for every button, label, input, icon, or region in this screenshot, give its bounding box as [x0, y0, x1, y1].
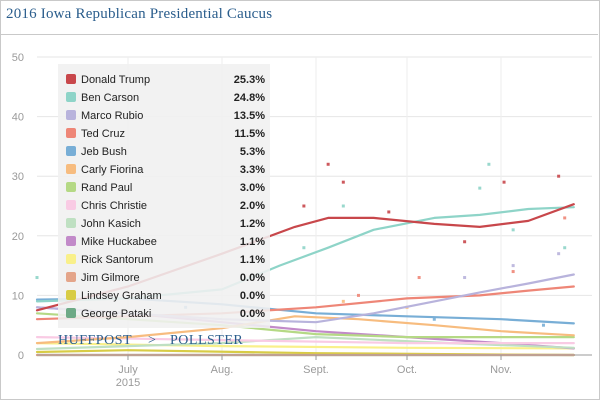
legend-swatch — [66, 146, 76, 156]
legend-series-name: Ben Carson — [81, 92, 139, 104]
poll-dot — [417, 276, 421, 280]
x-tick-label: Aug. — [211, 364, 234, 376]
title-divider — [0, 34, 598, 35]
legend-series-name: Rand Paul — [81, 182, 132, 194]
legend-series-name: Donald Trump — [81, 74, 150, 86]
legend-series-name: Marco Rubio — [81, 110, 143, 122]
chart-title: 2016 Iowa Republican Presidential Caucus — [6, 6, 273, 22]
legend-background — [58, 64, 270, 328]
legend-swatch — [66, 182, 76, 192]
poll-dot — [341, 299, 345, 303]
poll-dot — [35, 276, 39, 280]
legend-swatch — [66, 164, 76, 174]
brand-logo: HUFFPOST > POLLSTER — [58, 333, 243, 348]
legend-latest-value: 0.0% — [240, 272, 265, 284]
legend-swatch — [66, 74, 76, 84]
x-tick-year-label: 2015 — [116, 377, 140, 389]
series-line — [35, 336, 575, 345]
legend-latest-value: 0.0% — [240, 308, 265, 320]
poll-dot — [557, 252, 561, 256]
x-tick-label: Oct. — [397, 364, 417, 376]
poll-dot — [341, 180, 345, 184]
poll-dot — [387, 210, 391, 214]
poll-dot — [302, 246, 306, 250]
y-tick-label: 0 — [18, 350, 24, 362]
legend-latest-value: 0.0% — [240, 290, 265, 302]
y-tick-label: 30 — [12, 171, 24, 183]
poll-dot — [563, 216, 567, 220]
poll-dot — [432, 317, 436, 321]
legend-latest-value: 11.5% — [234, 128, 265, 140]
y-tick-label: 40 — [12, 112, 24, 124]
series-line — [35, 315, 575, 345]
poll-dot — [463, 276, 467, 280]
legend-series-name: Ted Cruz — [81, 128, 125, 140]
x-tick-label: Nov. — [490, 364, 512, 376]
legend-series-name: Jim Gilmore — [81, 272, 140, 284]
legend-swatch — [66, 236, 76, 246]
legend-latest-value: 24.8% — [234, 92, 265, 104]
legend-latest-value: 2.0% — [240, 200, 265, 212]
legend-swatch — [66, 110, 76, 120]
legend-swatch — [66, 254, 76, 264]
legend-latest-value: 1.2% — [240, 218, 265, 230]
brand-left-text: HUFFPOST — [58, 333, 132, 348]
legend-series-name: John Kasich — [81, 218, 141, 230]
poll-dot — [563, 246, 567, 250]
poll-dot — [511, 228, 515, 232]
poll-dot — [502, 180, 506, 184]
legend: Donald Trump 25.3% Ben Carson 24.8% Marco Ru… — [58, 64, 270, 328]
legend-series-name: Mike Huckabee — [81, 236, 157, 248]
poll-dot — [478, 186, 482, 190]
legend-latest-value: 3.3% — [240, 164, 265, 176]
legend-series-name: Lindsey Graham — [81, 290, 162, 302]
legend-swatch — [66, 290, 76, 300]
poll-dot — [511, 264, 515, 268]
legend-latest-value: 13.5% — [234, 110, 265, 122]
x-tick-label: Sept. — [303, 364, 329, 376]
y-tick-label: 10 — [12, 290, 24, 302]
x-tick-label: July — [118, 364, 138, 376]
poll-dot — [302, 204, 306, 208]
brand-right-text: POLLSTER — [170, 333, 243, 348]
poll-dot — [326, 162, 330, 166]
legend-series-name: Carly Fiorina — [81, 164, 144, 176]
poll-dot — [487, 162, 491, 166]
legend-latest-value: 5.3% — [240, 146, 265, 158]
poll-dot — [541, 323, 545, 327]
legend-series-name: George Pataki — [81, 308, 151, 320]
poll-dot — [511, 270, 515, 274]
series-line — [35, 336, 575, 351]
legend-series-name: Rick Santorum — [81, 254, 153, 266]
legend-swatch — [66, 92, 76, 102]
poll-dot — [463, 240, 467, 244]
poll-dot — [557, 174, 561, 178]
poll-dot — [356, 293, 360, 297]
legend-series-name: Chris Christie — [81, 200, 147, 212]
legend-swatch — [66, 272, 76, 282]
legend-swatch — [66, 200, 76, 210]
legend-latest-value: 1.1% — [240, 254, 265, 266]
y-tick-label: 50 — [12, 52, 24, 64]
legend-series-name: Jeb Bush — [81, 146, 127, 158]
y-tick-label: 20 — [12, 231, 24, 243]
series-line — [35, 342, 575, 350]
brand-separator: > — [148, 333, 156, 348]
legend-swatch — [66, 128, 76, 138]
legend-swatch — [66, 308, 76, 318]
legend-latest-value: 1.1% — [240, 236, 265, 248]
legend-swatch — [66, 218, 76, 228]
legend-latest-value: 3.0% — [240, 182, 265, 194]
poll-dot — [341, 204, 345, 208]
legend-latest-value: 25.3% — [234, 74, 265, 86]
